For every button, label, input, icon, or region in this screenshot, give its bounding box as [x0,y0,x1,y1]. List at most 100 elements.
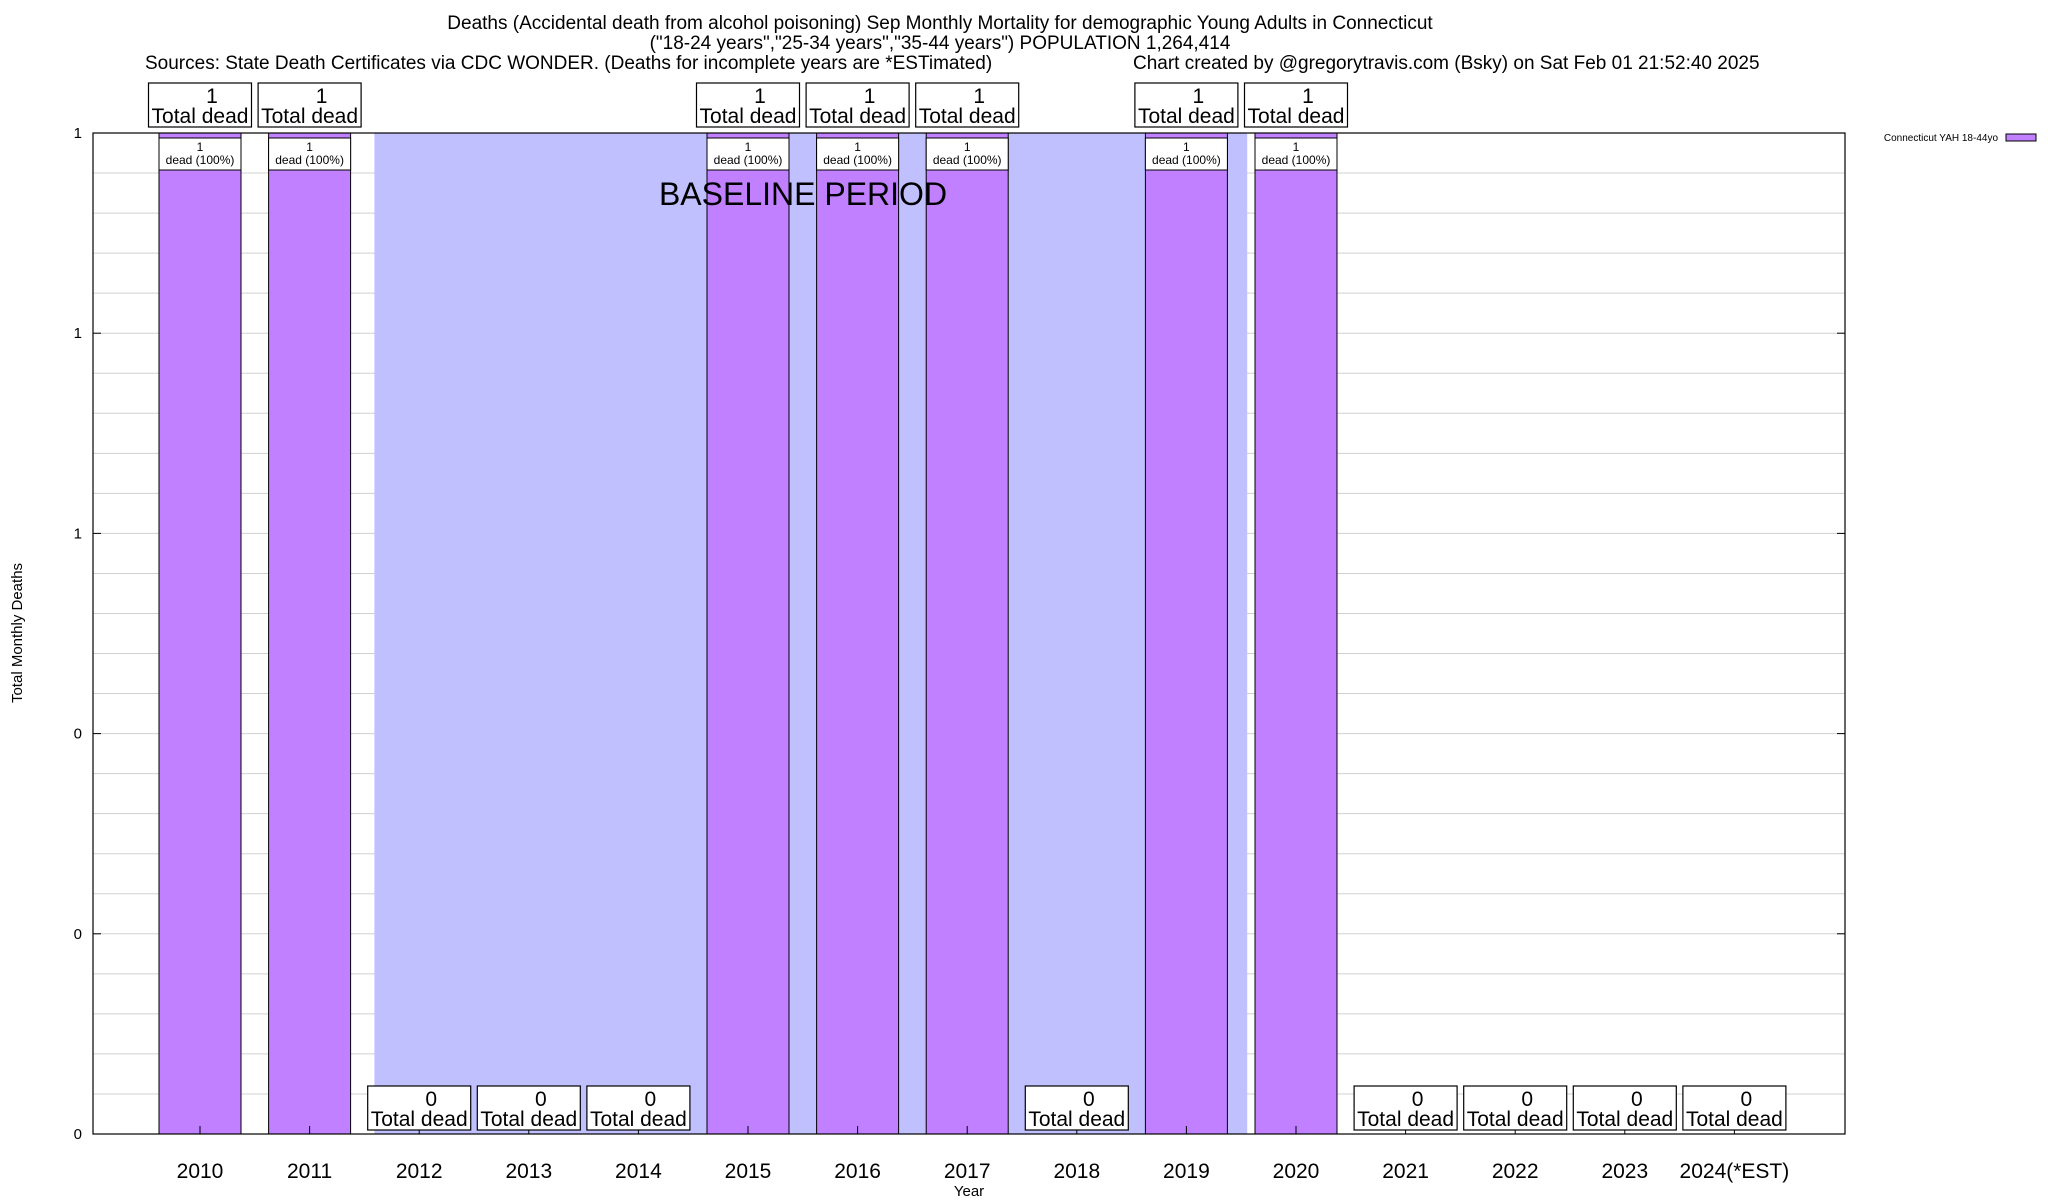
inner-label-count: 1 [964,140,971,154]
y-tick-label: 1 [74,125,82,142]
x-axis-label: Year [954,1183,984,1200]
y-tick-label: 0 [74,926,82,943]
x-tick-label: 2017 [944,1160,991,1183]
bar [268,132,352,1135]
inner-label-count: 1 [1183,140,1190,154]
bar [1254,132,1338,1135]
value-label-box [1024,1085,1129,1131]
value-label-count: 0 [645,1088,657,1111]
legend-label: Connecticut YAH 18-44yo [1884,133,1999,144]
x-tick-label: 2012 [396,1160,443,1183]
value-label-box [695,82,801,128]
value-label-text: Total dead [809,105,906,128]
value-label-text: Total dead [1357,1108,1454,1131]
value-label-text: Total dead [261,105,358,128]
x-tick-label: 2024(*EST) [1680,1160,1790,1183]
value-label-count: 0 [1631,1088,1643,1111]
chart-sources-note: Sources: State Death Certificates via CD… [145,53,993,74]
value-label-text: Total dead [590,1108,687,1131]
chart-title-line-2: ("18-24 years","25-34 years","35-44 year… [649,33,1231,54]
inner-label-text: dead (100%) [714,153,783,167]
x-tick-label: 2023 [1601,1160,1648,1183]
inner-label-box [925,137,1009,171]
value-label-box [586,1085,691,1131]
value-label-box [805,82,910,128]
value-label-box [1463,1085,1568,1131]
y-axis-label: Total Monthly Deaths [9,563,26,703]
x-tick-label: 2021 [1382,1160,1429,1183]
inner-label-count: 1 [197,140,204,154]
bar [158,132,242,1135]
value-label-box [1353,1085,1458,1131]
inner-label-box [158,137,242,171]
value-label-count: 1 [754,85,766,108]
value-label-text: Total dead [1028,1108,1125,1131]
inner-label-count: 1 [854,140,861,154]
value-label-text: Total dead [919,105,1016,128]
inner-label-box [1254,137,1338,171]
inner-label-text: dead (100%) [166,153,235,167]
inner-label-text: dead (100%) [933,153,1002,167]
bar [925,132,1009,1135]
value-label-count: 0 [1521,1088,1533,1111]
inner-label-box [816,137,900,171]
inner-label-text: dead (100%) [823,153,892,167]
baseline-period-band [374,133,1248,1134]
inner-label-box [1144,137,1228,171]
value-label-text: Total dead [1686,1108,1783,1131]
x-tick-label: 2016 [834,1160,881,1183]
value-label-box [1243,82,1349,128]
inner-label-count: 1 [306,140,313,154]
value-label-count: 0 [425,1088,437,1111]
value-label-count: 0 [1412,1088,1424,1111]
value-label-box [367,1085,472,1131]
inner-label-box [706,137,790,171]
x-tick-label: 2010 [177,1160,224,1183]
value-label-text: Total dead [480,1108,577,1131]
baseline-period-label: BASELINE PERIOD [659,176,947,212]
chart-title-line-1: Deaths (Accidental death from alcohol po… [447,13,1433,34]
x-tick-label: 2015 [725,1160,772,1183]
value-label-count: 1 [206,85,218,108]
value-label-text: Total dead [700,105,797,128]
value-label-box [915,82,1020,128]
bar [816,132,900,1135]
bar [706,132,790,1135]
x-tick-label: 2019 [1163,1160,1210,1183]
x-tick-label: 2022 [1492,1160,1539,1183]
x-tick-label: 2011 [287,1160,332,1183]
plot-frame [92,132,1846,1135]
legend-swatch [2005,133,2037,142]
inner-label-count: 1 [745,140,752,154]
value-label-text: Total dead [1467,1108,1564,1131]
value-label-text: Total dead [1248,105,1345,128]
value-label-box [147,82,253,128]
inner-label-box [268,137,352,171]
chart-credit-note: Chart created by @gregorytravis.com (Bsk… [1133,53,1760,74]
x-tick-label: 2013 [505,1160,552,1183]
y-tick-label: 0 [74,726,82,743]
value-label-text: Total dead [1576,1108,1673,1131]
value-label-count: 0 [1741,1088,1753,1111]
value-label-count: 1 [316,85,328,108]
y-tick-label: 0 [74,1126,82,1143]
value-label-count: 0 [1083,1088,1095,1111]
value-label-text: Total dead [371,1108,468,1131]
value-label-box [1682,1085,1787,1131]
value-label-box [476,1085,581,1131]
value-label-count: 1 [973,85,985,108]
value-label-count: 1 [1302,85,1314,108]
value-label-box [1572,1085,1677,1131]
bar [1144,132,1228,1135]
value-label-box [257,82,362,128]
value-label-box [1134,82,1239,128]
value-label-text: Total dead [1138,105,1235,128]
value-label-count: 1 [1193,85,1205,108]
inner-label-text: dead (100%) [275,153,344,167]
value-label-count: 1 [864,85,876,108]
y-tick-label: 1 [74,325,82,342]
x-tick-label: 2020 [1273,1160,1320,1183]
y-tick-label: 1 [74,525,82,542]
x-tick-label: 2014 [615,1160,662,1183]
